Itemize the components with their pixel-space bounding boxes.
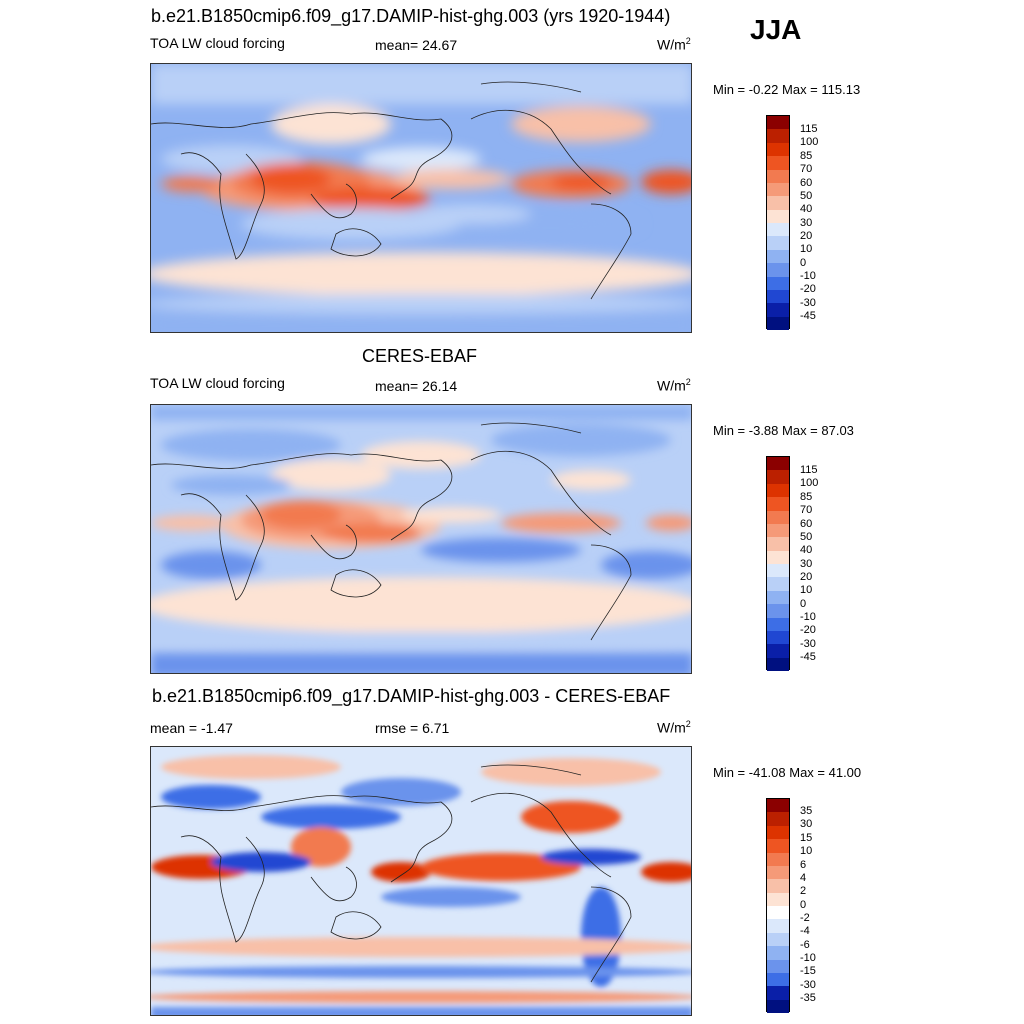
panel1-tick: 70 — [800, 163, 813, 175]
panel1-mean-label: mean= 24.67 — [375, 37, 458, 53]
panel2-tick: -20 — [800, 624, 816, 636]
panel2-tick: 50 — [800, 531, 813, 543]
panel2-tick: 60 — [800, 518, 813, 530]
panel1-tick: -20 — [800, 283, 816, 295]
panel1-tick: -45 — [800, 310, 816, 322]
panel3-tick: -10 — [800, 952, 816, 964]
panel2-tick: 20 — [800, 571, 813, 583]
panel3-colorbar — [766, 798, 790, 1013]
panel2-tick: 30 — [800, 558, 813, 570]
panel1-tick: 20 — [800, 230, 813, 242]
panel3-tick: -30 — [800, 979, 816, 991]
panel2-title: CERES-EBAF — [362, 346, 478, 366]
panel3-tick: 10 — [800, 845, 813, 857]
panel1-tick: 10 — [800, 243, 813, 255]
panel3-tick: 15 — [800, 832, 813, 844]
panel3-tick: 4 — [800, 872, 807, 884]
panel3-tick: -2 — [800, 912, 810, 924]
panel3-tick: -15 — [800, 965, 816, 977]
panel3-tick: 6 — [800, 859, 807, 871]
panel2-tick: 0 — [800, 598, 807, 610]
panel2-variable-label: TOA LW cloud forcing — [150, 375, 285, 391]
panel2-tick: -30 — [800, 638, 816, 650]
panel1-minmax: Min = -0.22 Max = 115.13 — [713, 82, 861, 97]
panel1-tick: 50 — [800, 190, 813, 202]
panel2-tick: -10 — [800, 611, 816, 623]
panel3-tick: 30 — [800, 818, 813, 830]
panel1-variable-label: TOA LW cloud forcing — [150, 35, 285, 51]
panel3-tick: -6 — [800, 939, 810, 951]
panel2-units: W/m2 — [657, 377, 691, 394]
panel2-mean-label: mean= 26.14 — [375, 378, 458, 394]
panel2-tick: 85 — [800, 491, 813, 503]
panel3-rmse-label: rmse = 6.71 — [375, 720, 450, 736]
panel1-title: b.e21.B1850cmip6.f09_g17.DAMIP-hist-ghg.… — [151, 6, 671, 26]
panel2-tick: 115 — [800, 464, 818, 476]
panel1-tick: 115 — [800, 123, 818, 135]
panel1-tick: -30 — [800, 297, 816, 309]
panel1-tick: 100 — [800, 136, 819, 148]
panel3-units: W/m2 — [657, 719, 691, 736]
panel1-tick: 30 — [800, 217, 813, 229]
panel3-tick: 2 — [800, 885, 807, 897]
panel1-map — [150, 63, 692, 333]
panel2-colorbar — [766, 456, 790, 671]
panel3-map — [150, 746, 692, 1016]
panel3-minmax: Min = -41.08 Max = 41.00 — [713, 765, 862, 780]
panel2-map — [150, 404, 692, 674]
panel1-tick: 40 — [800, 203, 813, 215]
panel2-tick: 70 — [800, 504, 813, 516]
season-label: JJA — [750, 14, 802, 45]
panel2-tick: 40 — [800, 544, 813, 556]
panel3-tick: -4 — [800, 925, 810, 937]
panel1-tick: 85 — [800, 150, 813, 162]
panel3-tick: -35 — [800, 992, 816, 1004]
panel3-title: b.e21.B1850cmip6.f09_g17.DAMIP-hist-ghg.… — [152, 686, 671, 706]
panel1-tick: 0 — [800, 257, 807, 269]
panel3-tick: 35 — [800, 805, 813, 817]
panel1-units: W/m2 — [657, 36, 691, 53]
panel2-tick: 100 — [800, 477, 819, 489]
panel3-mean-label: mean = -1.47 — [150, 720, 233, 736]
panel2-tick: -45 — [800, 651, 816, 663]
panel1-tick: -10 — [800, 270, 816, 282]
panel2-tick: 10 — [800, 584, 813, 596]
panel1-tick: 60 — [800, 177, 813, 189]
panel2-minmax: Min = -3.88 Max = 87.03 — [713, 423, 854, 438]
panel3-tick: 0 — [800, 899, 807, 911]
panel1-colorbar — [766, 115, 790, 330]
